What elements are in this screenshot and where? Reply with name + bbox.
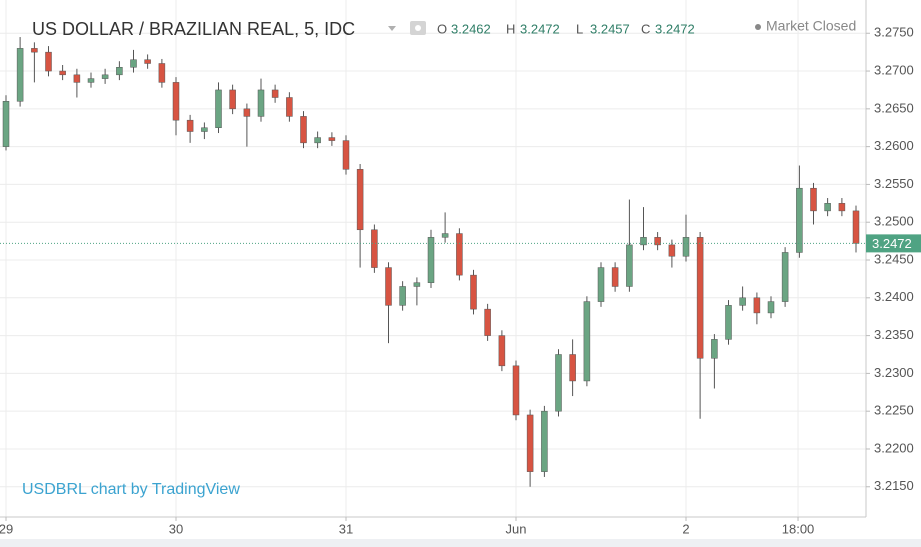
y-tick-label: 3.2350 bbox=[874, 327, 914, 342]
candle-body bbox=[739, 297, 746, 306]
candle-body bbox=[583, 301, 591, 382]
ohlc-value: 3.2457 bbox=[590, 21, 630, 36]
candle-body bbox=[456, 233, 463, 276]
candle-body bbox=[101, 74, 109, 79]
x-tick-label: 30 bbox=[169, 521, 183, 536]
x-tick-label: 31 bbox=[339, 521, 353, 536]
candle-body bbox=[640, 237, 647, 246]
last-price-box bbox=[866, 234, 921, 253]
candle-body bbox=[16, 48, 24, 102]
x-tick-label: Jun bbox=[506, 521, 527, 536]
y-tick-label: 3.2300 bbox=[874, 365, 914, 380]
candle-body bbox=[470, 274, 477, 310]
watermark: USDBRL chart by TradingView bbox=[22, 481, 240, 498]
candle-body bbox=[711, 339, 718, 359]
candle-body bbox=[257, 89, 265, 117]
x-tick-label: 29 bbox=[0, 521, 13, 536]
y-tick-label: 3.2550 bbox=[874, 176, 914, 191]
candle-body bbox=[526, 414, 534, 472]
candle-body bbox=[668, 244, 676, 257]
x-tick-label: 18:00 bbox=[782, 521, 815, 536]
candle-body bbox=[130, 59, 137, 68]
candle-body bbox=[286, 97, 293, 117]
candle-body bbox=[512, 365, 520, 416]
candle-body bbox=[314, 137, 321, 144]
candle-body bbox=[796, 187, 803, 253]
candle-body bbox=[781, 252, 789, 302]
y-tick-label: 3.2200 bbox=[874, 440, 914, 455]
candle-body bbox=[342, 140, 350, 170]
candle-body bbox=[725, 305, 732, 340]
y-tick-label: 3.2750 bbox=[874, 25, 914, 40]
y-tick-label: 3.2650 bbox=[874, 100, 914, 115]
candle-body bbox=[229, 89, 236, 110]
candle-body bbox=[87, 78, 95, 83]
candle-body bbox=[654, 237, 661, 246]
candle-body bbox=[626, 244, 633, 287]
candle-body bbox=[356, 169, 364, 231]
ohlc-label: L bbox=[576, 21, 583, 36]
candle-body bbox=[838, 203, 846, 212]
ohlc-value: 3.2462 bbox=[451, 21, 491, 36]
chart-title: US DOLLAR / BRAZILIAN REAL, 5, IDC bbox=[32, 19, 355, 39]
y-tick-label: 3.2400 bbox=[874, 289, 914, 304]
candle-body bbox=[413, 282, 421, 287]
candle-body bbox=[243, 108, 251, 117]
candle-body bbox=[399, 286, 406, 306]
y-tick-label: 3.2450 bbox=[874, 251, 914, 266]
candle-body bbox=[810, 187, 817, 212]
candle-body bbox=[427, 237, 435, 283]
candle-body bbox=[172, 82, 180, 121]
candle-body bbox=[144, 59, 151, 64]
candle-body bbox=[753, 297, 761, 314]
ohlc-value: 3.2472 bbox=[520, 21, 560, 36]
bottom-strip bbox=[0, 539, 921, 547]
candle-body bbox=[385, 267, 392, 306]
candle-body bbox=[541, 410, 548, 472]
y-tick-label: 3.2150 bbox=[874, 478, 914, 493]
candle-body bbox=[45, 51, 52, 72]
status-dot bbox=[755, 24, 761, 30]
y-tick-label: 3.2250 bbox=[874, 403, 914, 418]
candle-body bbox=[116, 67, 123, 76]
candle-body bbox=[73, 74, 81, 83]
candle-body bbox=[2, 101, 10, 147]
candle-body bbox=[271, 89, 279, 98]
candle-body bbox=[186, 119, 194, 132]
market-status: Market Closed bbox=[766, 18, 856, 34]
candle-body bbox=[682, 237, 690, 257]
y-tick-label: 3.2500 bbox=[874, 214, 914, 229]
candle-body bbox=[852, 210, 860, 244]
last-price-label: 3.2472 bbox=[872, 236, 912, 251]
candle-body bbox=[371, 229, 378, 268]
candle-body bbox=[215, 89, 222, 128]
candle-body bbox=[484, 308, 491, 336]
candle-body bbox=[824, 203, 831, 212]
y-tick-label: 3.2600 bbox=[874, 138, 914, 153]
candle-body bbox=[498, 335, 506, 367]
visibility-icon-dot bbox=[415, 25, 421, 31]
candle-body bbox=[767, 301, 775, 314]
candle-body bbox=[201, 127, 208, 132]
ohlc-label: O bbox=[437, 21, 447, 36]
candle-body bbox=[59, 70, 66, 76]
candle-body bbox=[569, 354, 576, 382]
candle-body bbox=[611, 267, 619, 287]
x-tick-label: 2 bbox=[682, 521, 689, 536]
ohlc-label: H bbox=[506, 21, 515, 36]
y-tick-label: 3.2700 bbox=[874, 62, 914, 77]
candle-body bbox=[31, 48, 38, 53]
candle-body bbox=[300, 116, 307, 144]
ohlc-label: C bbox=[641, 21, 650, 36]
ohlc-value: 3.2472 bbox=[655, 21, 695, 36]
candle-body bbox=[158, 63, 166, 83]
candle-body bbox=[597, 267, 605, 302]
candle-body bbox=[555, 354, 562, 412]
candle-body bbox=[441, 233, 449, 238]
candle-body bbox=[696, 237, 704, 359]
candle-body bbox=[328, 137, 336, 141]
dropdown-icon[interactable] bbox=[388, 26, 396, 31]
